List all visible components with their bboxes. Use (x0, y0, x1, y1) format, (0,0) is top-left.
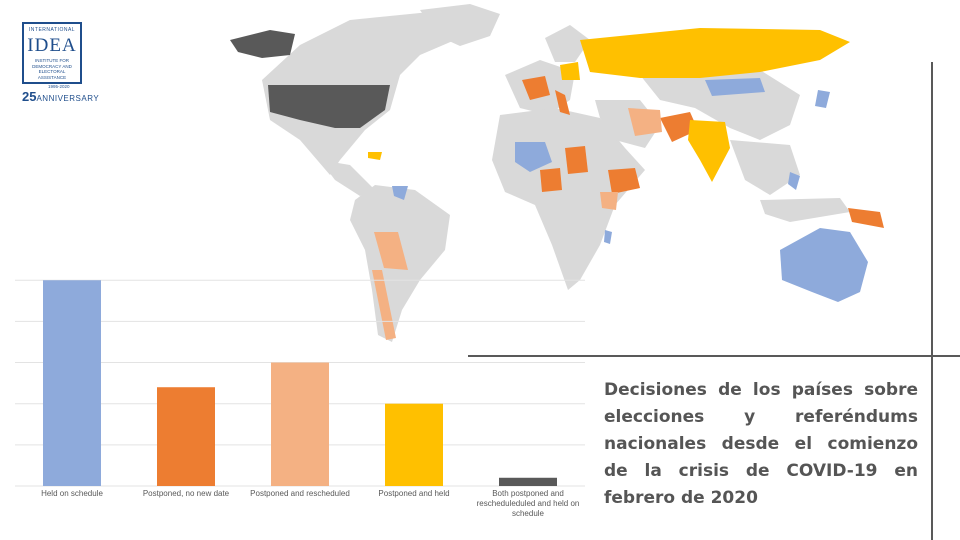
ethiopia (608, 168, 640, 194)
vertical-divider (931, 62, 933, 540)
category-label-4: Postponed and held (378, 489, 449, 498)
mongolia (705, 78, 765, 96)
idea-logo: INTERNATIONAL IDEA INSTITUTE FOR DEMOCRA… (18, 18, 99, 106)
chart-caption: Decisiones de los países sobre eleccione… (604, 380, 918, 508)
nigeria (540, 168, 562, 192)
bar-4 (385, 403, 443, 486)
countries-postponed-rescheduled (372, 108, 662, 340)
countries-both (230, 30, 390, 128)
kenya (600, 192, 618, 210)
mali (515, 142, 552, 172)
united-states (268, 85, 390, 128)
logo-top-text: INTERNATIONAL (28, 27, 76, 33)
bar-3 (271, 362, 329, 486)
world-map (230, 4, 884, 342)
logo-years: 1995-2020 (48, 84, 70, 89)
horizontal-divider (468, 355, 960, 357)
category-label-1: Held on schedule (41, 489, 103, 498)
logo-frame: INTERNATIONAL IDEA INSTITUTE FOR DEMOCRA… (22, 22, 82, 84)
anniversary-text: ANNIVERSARY (36, 94, 100, 103)
iran (628, 108, 662, 136)
bar-chart: Held on schedule Postponed, no new date Po… (15, 279, 585, 518)
bar-5 (499, 477, 557, 486)
logo-wordmark: IDEA (27, 35, 77, 56)
logo-subtitle: INSTITUTE FOR DEMOCRACY AND ELECTORAL AS… (32, 58, 72, 80)
papua-new-guinea (848, 208, 884, 228)
italy (555, 90, 570, 115)
alaska (230, 30, 295, 58)
chart-bars (43, 280, 557, 486)
colombia (392, 186, 408, 200)
india (688, 120, 730, 182)
bolivia (374, 232, 408, 270)
malawi (604, 230, 612, 244)
bar-2 (157, 387, 215, 486)
chile (372, 270, 396, 340)
scandinavia (545, 25, 590, 62)
indonesia (760, 198, 850, 222)
asia-southeast (730, 140, 800, 195)
australia (780, 228, 868, 302)
countries-postponed-held (368, 28, 850, 182)
chart-category-labels: Held on schedule Postponed, no new date Po… (41, 489, 579, 518)
russia (580, 28, 850, 78)
category-label-5: Both postponed and rescheduleduled and he… (477, 489, 580, 518)
chad (565, 146, 588, 174)
philippines (788, 172, 800, 190)
france (522, 76, 550, 100)
bar-1 (43, 280, 101, 486)
greenland (420, 4, 500, 46)
anniversary-number: 25 (22, 89, 37, 104)
afghanistan (660, 112, 698, 142)
dominican-republic (368, 152, 382, 160)
poland (560, 62, 580, 80)
central-america (320, 160, 375, 196)
category-label-3: Postponed and rescheduled (250, 489, 350, 498)
category-label-2: Postponed, no new date (143, 489, 230, 498)
logo-anniversary: 25ANNIVERSARY (22, 88, 99, 106)
south-korea (815, 90, 830, 108)
countries-held-on-schedule (392, 78, 868, 302)
countries-postponed-no-date (522, 76, 884, 228)
